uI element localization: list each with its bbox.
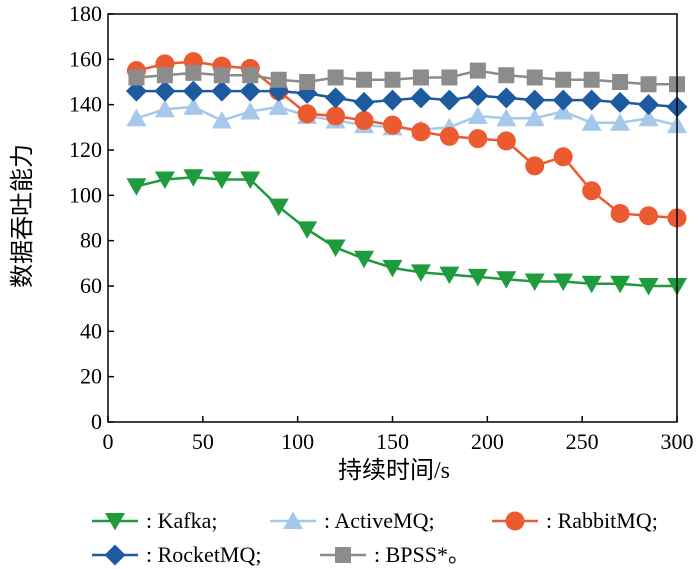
legend-label: : RocketMQ; (146, 542, 262, 567)
data-point-rabbitmq (440, 127, 459, 146)
data-point-bpss (185, 65, 201, 81)
data-point-rabbitmq (554, 147, 573, 166)
y-tick-label: 0 (91, 409, 102, 434)
legend-item-rabbitmq: : RabbitMQ; (492, 508, 658, 533)
data-point-rocketmq (581, 90, 602, 111)
x-tick-label: 0 (103, 429, 114, 454)
data-point-bpss (527, 69, 543, 85)
y-tick-label: 120 (69, 137, 102, 162)
data-point-bpss (299, 74, 315, 90)
data-point-rabbitmq (525, 156, 544, 175)
data-point-rabbitmq (582, 181, 601, 200)
data-point-bpss (641, 76, 657, 92)
data-point-activemq (212, 111, 232, 129)
x-tick-label: 150 (376, 429, 409, 454)
data-point-rabbitmq (355, 111, 374, 130)
legend-label: : BPSS*。 (374, 542, 470, 567)
data-point-bpss (612, 74, 628, 90)
legend-item-kafka: : Kafka; (92, 508, 217, 533)
x-tick-label: 200 (471, 429, 504, 454)
y-tick-label: 160 (69, 46, 102, 71)
data-point-rabbitmq (611, 204, 630, 223)
data-point-bpss (413, 69, 429, 85)
legend-item-rocketmq: : RocketMQ; (92, 542, 262, 567)
legend-item-activemq: : ActiveMQ; (270, 508, 435, 533)
legend-item-bpss: : BPSS*。 (320, 542, 470, 567)
y-tick-label: 60 (80, 273, 102, 298)
data-point-rocketmq (354, 92, 375, 113)
data-point-bpss (555, 72, 571, 88)
data-point-activemq (126, 109, 146, 127)
data-point-rabbitmq (497, 131, 516, 150)
data-point-rocketmq (325, 87, 346, 108)
data-point-rabbitmq (639, 206, 658, 225)
y-tick-label: 140 (69, 92, 102, 117)
series-kafka (126, 169, 687, 295)
x-tick-label: 100 (281, 429, 314, 454)
legend-marker-rocketmq (105, 545, 126, 566)
data-point-rabbitmq (383, 116, 402, 135)
y-tick-label: 100 (69, 182, 102, 207)
y-tick-label: 80 (80, 228, 102, 253)
data-point-rocketmq (638, 94, 659, 115)
data-point-rocketmq (240, 81, 261, 102)
data-point-rabbitmq (326, 107, 345, 126)
legend-label: : RabbitMQ; (546, 508, 658, 533)
legend-marker-bpss (335, 547, 351, 563)
data-point-rabbitmq (411, 122, 430, 141)
data-point-rocketmq (610, 92, 631, 113)
series-rocketmq (126, 81, 688, 118)
data-point-bpss (271, 72, 287, 88)
y-axis-title: 数据吞吐能力 (9, 144, 36, 288)
x-axis-title: 持续时间/s (338, 457, 450, 484)
data-point-kafka (326, 239, 346, 257)
data-point-rocketmq (553, 90, 574, 111)
throughput-chart: 0 50 100 150 200 250 300 0 20 40 60 80 100 120 140 160 1… (0, 0, 700, 569)
legend-marker-rabbitmq (506, 512, 525, 531)
data-point-bpss (441, 69, 457, 85)
data-point-bpss (385, 72, 401, 88)
x-tick-label: 50 (192, 429, 214, 454)
y-tick-label: 20 (80, 364, 102, 389)
data-point-bpss (584, 72, 600, 88)
data-point-rocketmq (183, 81, 204, 102)
plot-area (126, 52, 688, 295)
data-point-bpss (128, 69, 144, 85)
x-tick-label: 300 (661, 429, 694, 454)
data-point-bpss (157, 67, 173, 83)
data-point-bpss (328, 69, 344, 85)
data-point-bpss (214, 67, 230, 83)
data-point-rocketmq (382, 90, 403, 111)
y-tick-label: 40 (80, 318, 102, 343)
data-point-kafka (126, 178, 146, 196)
data-point-rocketmq (467, 85, 488, 106)
data-point-kafka (297, 221, 317, 239)
data-point-rocketmq (439, 90, 460, 111)
legend: : Kafka; : ActiveMQ; : RabbitMQ; : RocketMQ… (92, 508, 658, 567)
y-tick-label: 180 (69, 1, 102, 26)
data-point-rocketmq (410, 87, 431, 108)
data-point-bpss (470, 63, 486, 79)
data-point-rabbitmq (468, 129, 487, 148)
data-point-rocketmq (496, 87, 517, 108)
data-point-rocketmq (154, 81, 175, 102)
data-point-bpss (356, 72, 372, 88)
data-point-activemq (468, 107, 488, 125)
series-activemq (126, 97, 687, 137)
data-point-rabbitmq (298, 104, 317, 123)
legend-label: : ActiveMQ; (324, 508, 435, 533)
legend-label: : Kafka; (146, 508, 217, 533)
series-bpss (128, 63, 685, 93)
data-point-rocketmq (211, 81, 232, 102)
data-point-kafka (354, 251, 374, 268)
data-point-bpss (498, 67, 514, 83)
x-tick-label: 250 (566, 429, 599, 454)
data-point-rocketmq (524, 90, 545, 111)
data-point-bpss (242, 67, 258, 83)
